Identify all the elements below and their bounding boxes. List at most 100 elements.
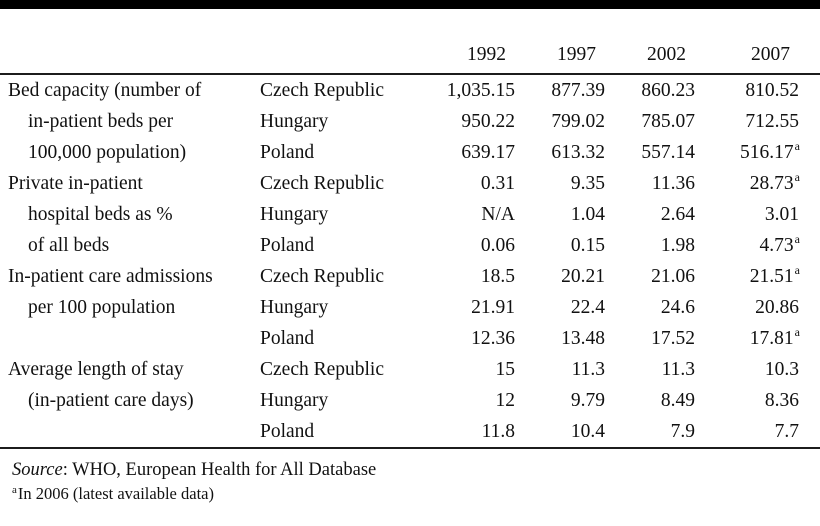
table-row: Poland 11.8 10.4 7.9 7.7 (0, 416, 820, 447)
country-label: Hungary (260, 389, 329, 411)
country-label: Czech Republic (260, 79, 384, 101)
value-text: 3.01 (764, 203, 799, 225)
value-1997: 10.4 (516, 421, 606, 442)
value-text: 24.6 (660, 296, 695, 318)
footnote-marker: a (794, 263, 800, 278)
country-label: Czech Republic (260, 358, 384, 380)
value-2002: 17.52 (606, 328, 696, 349)
value-2007: 4.73a (696, 233, 800, 256)
value-1992: 0.06 (428, 235, 516, 256)
value-text: 28.73 (749, 172, 794, 194)
value-1992: 18.5 (428, 266, 516, 287)
country-label: Poland (260, 327, 315, 349)
value-1992: 15 (428, 359, 516, 380)
table-row: hospital beds as % Hungary N/A 1.04 2.64… (0, 199, 820, 230)
country-label: Hungary (260, 296, 329, 318)
value-text: 17.52 (651, 327, 695, 349)
source-word: Source (12, 460, 63, 480)
measure-label: hospital beds as % (28, 203, 173, 225)
value-2002: 11.36 (606, 173, 696, 194)
country-label: Poland (260, 141, 315, 163)
table-row: in-patient beds per Hungary 950.22 799.0… (0, 106, 820, 137)
value-2002: 1.98 (606, 235, 696, 256)
source-text: : WHO, European Health for All Database (62, 460, 377, 480)
value-1997: 9.79 (516, 390, 606, 411)
value-2007: 810.52 (696, 80, 800, 101)
value-2002: 2.64 (606, 204, 696, 225)
country-label: Hungary (260, 110, 329, 132)
country-label: Hungary (260, 203, 329, 225)
value-text: 0.06 (480, 234, 515, 256)
value-text: 7.9 (670, 420, 695, 442)
footnote-marker: a (12, 483, 17, 496)
value-1992: 639.17 (428, 142, 516, 163)
source-line: Source: WHO, European Health for All Dat… (0, 449, 820, 482)
value-text: 516.17 (740, 141, 794, 163)
value-text: 12.36 (471, 327, 515, 349)
value-text: 11.8 (481, 420, 515, 442)
measure-label: In-patient care admissions (8, 265, 213, 287)
value-1997: 0.15 (516, 235, 606, 256)
value-text: 9.35 (570, 172, 605, 194)
year-header-2002: 2002 (647, 43, 686, 65)
measure-label: per 100 population (28, 296, 176, 318)
value-text: 21.51 (749, 265, 794, 287)
value-text: 712.55 (745, 110, 799, 132)
value-text: 1.98 (660, 234, 695, 256)
value-text: 810.52 (745, 79, 799, 101)
value-1992: 0.31 (428, 173, 516, 194)
value-text: 877.39 (551, 79, 605, 101)
value-text: 4.73 (759, 234, 794, 256)
year-header-2007: 2007 (751, 43, 790, 65)
footnote-marker: a (794, 139, 800, 154)
value-text: 11.3 (571, 358, 605, 380)
country-label: Poland (260, 420, 315, 442)
value-text: 9.79 (570, 389, 605, 411)
value-2007: 516.17a (696, 139, 800, 163)
value-2002: 860.23 (606, 80, 696, 101)
value-text: 10.3 (764, 358, 799, 380)
value-1997: 613.32 (516, 142, 606, 163)
table-row: In-patient care admissions Czech Republi… (0, 261, 820, 292)
value-text: 1,035.15 (446, 79, 515, 101)
value-text: 557.14 (641, 141, 695, 163)
value-1992: 21.91 (428, 297, 516, 318)
value-text: 950.22 (461, 110, 515, 132)
value-text: 639.17 (461, 141, 515, 163)
table-row: Average length of stay Czech Republic 15… (0, 354, 820, 385)
table-top-rule (0, 0, 820, 9)
value-1997: 13.48 (516, 328, 606, 349)
value-1992: 12 (428, 390, 516, 411)
value-1997: 1.04 (516, 204, 606, 225)
table-row: Poland 12.36 13.48 17.52 17.81a (0, 323, 820, 354)
footnote-marker: a (794, 170, 800, 185)
value-2002: 557.14 (606, 142, 696, 163)
country-label: Czech Republic (260, 172, 384, 194)
measure-label: 100,000 population) (28, 141, 187, 163)
table-row: per 100 population Hungary 21.91 22.4 24… (0, 292, 820, 323)
value-text: 22.4 (570, 296, 605, 318)
value-text: 2.64 (660, 203, 695, 225)
table-row: (in-patient care days) Hungary 12 9.79 8… (0, 385, 820, 416)
value-1997: 9.35 (516, 173, 606, 194)
year-header-1997: 1997 (557, 43, 596, 65)
measure-label: Bed capacity (number of (8, 79, 202, 101)
value-text: 7.7 (774, 420, 799, 442)
value-1992: 1,035.15 (428, 80, 516, 101)
value-text: 21.91 (471, 296, 515, 318)
value-text: 8.36 (764, 389, 799, 411)
value-text: 13.48 (561, 327, 605, 349)
country-label: Poland (260, 234, 315, 256)
table-row: 100,000 population) Poland 639.17 613.32… (0, 137, 820, 168)
measure-label: Average length of stay (8, 358, 184, 380)
value-2007: 21.51a (696, 263, 800, 287)
value-2002: 24.6 (606, 297, 696, 318)
measure-label: of all beds (28, 234, 110, 256)
table-row: Bed capacity (number of Czech Republic 1… (0, 75, 820, 106)
value-text: 10.4 (570, 420, 605, 442)
value-text: N/A (481, 203, 515, 225)
value-text: 20.21 (561, 265, 605, 287)
value-2007: 7.7 (696, 421, 800, 442)
value-text: 18.5 (480, 265, 515, 287)
value-2007: 712.55 (696, 111, 800, 132)
